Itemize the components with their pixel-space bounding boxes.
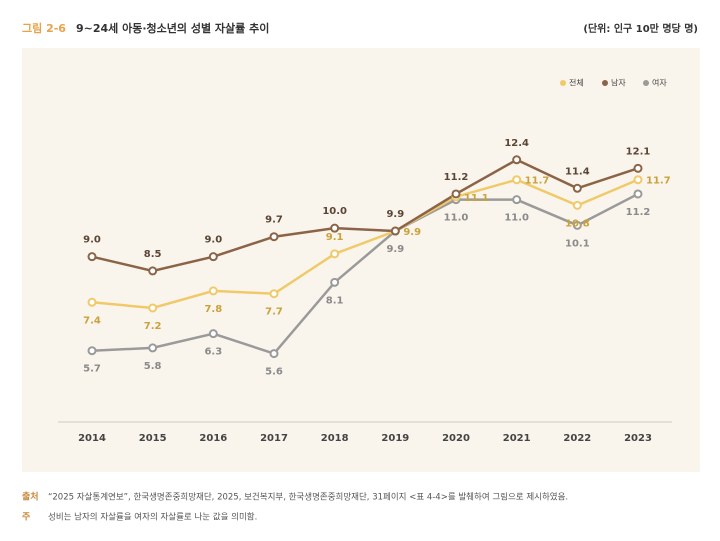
data-label: 5.6 xyxy=(265,367,283,378)
data-label: 7.8 xyxy=(204,304,222,315)
unit-label: (단위: 인구 10만 명당 명) xyxy=(583,22,698,35)
data-point xyxy=(208,286,218,296)
legend-marker xyxy=(643,80,649,86)
series-line xyxy=(91,178,639,310)
data-point xyxy=(512,195,522,205)
series-line xyxy=(91,192,639,356)
legend-label: 전체 xyxy=(569,78,584,88)
data-label: 11.4 xyxy=(565,166,590,177)
note-key: 주 xyxy=(22,512,30,523)
data-point xyxy=(208,252,218,262)
series-line xyxy=(91,158,639,273)
data-point xyxy=(148,266,158,276)
x-tick-label: 2019 xyxy=(381,433,409,444)
legend-marker xyxy=(560,80,566,86)
data-label: 9.7 xyxy=(265,215,283,226)
x-tick-label: 2018 xyxy=(321,433,349,444)
x-tick-label: 2017 xyxy=(260,433,288,444)
data-label: 5.8 xyxy=(144,361,162,372)
x-tick-label: 2022 xyxy=(563,433,591,444)
data-point xyxy=(87,252,97,262)
legend-label: 남자 xyxy=(611,79,626,88)
data-point xyxy=(269,289,279,299)
data-point xyxy=(269,349,279,359)
data-label: 9.1 xyxy=(326,232,344,243)
data-label: 8.1 xyxy=(326,295,344,306)
data-point xyxy=(148,343,158,353)
data-label: 7.4 xyxy=(83,315,101,326)
legend-label: 여자 xyxy=(652,78,667,88)
x-tick-label: 2014 xyxy=(78,433,106,444)
figure-label: 그림 2-6 xyxy=(22,22,66,35)
data-point xyxy=(572,183,582,193)
data-label: 7.7 xyxy=(265,307,283,318)
data-label: 11.2 xyxy=(444,172,469,183)
data-point xyxy=(512,155,522,165)
data-label: 9.9 xyxy=(403,227,421,238)
data-label: 9.0 xyxy=(204,235,222,246)
data-point xyxy=(633,163,643,173)
data-point xyxy=(512,175,522,185)
data-point xyxy=(87,346,97,356)
data-point xyxy=(451,189,461,199)
chart-title: 9~24세 아동·청소년의 성별 자살률 추이 xyxy=(76,21,269,35)
data-label: 6.3 xyxy=(204,347,222,358)
data-point xyxy=(633,189,643,199)
data-label: 7.2 xyxy=(144,321,162,332)
data-point xyxy=(269,232,279,242)
x-tick-label: 2020 xyxy=(442,433,470,444)
data-point xyxy=(330,277,340,287)
data-point xyxy=(390,226,400,236)
data-label: 12.4 xyxy=(504,138,529,149)
data-point xyxy=(572,200,582,210)
data-point xyxy=(87,297,97,307)
data-label: 9.0 xyxy=(83,235,101,246)
data-label: 10.8 xyxy=(565,218,590,229)
data-label: 5.7 xyxy=(83,364,101,375)
note-key: 출처 xyxy=(22,491,39,503)
data-label: 11.1 xyxy=(464,193,489,204)
data-label: 9.9 xyxy=(386,244,404,255)
data-label: 9.9 xyxy=(386,209,404,220)
data-point xyxy=(148,303,158,313)
data-point xyxy=(330,249,340,259)
data-point xyxy=(633,175,643,185)
x-tick-label: 2023 xyxy=(624,433,652,444)
data-label: 11.2 xyxy=(626,207,651,218)
legend-marker xyxy=(602,80,608,86)
data-point xyxy=(572,220,582,230)
data-label: 11.0 xyxy=(504,213,529,224)
data-label: 11.0 xyxy=(444,213,469,224)
x-tick-label: 2016 xyxy=(199,433,227,444)
note-text: 성비는 남자의 자살률을 여자의 자살률로 나눈 값을 의미함. xyxy=(48,512,257,523)
data-point xyxy=(208,329,218,339)
data-label: 10.0 xyxy=(322,206,347,217)
data-label: 11.7 xyxy=(646,176,671,187)
data-label: 8.5 xyxy=(144,249,162,260)
x-tick-label: 2015 xyxy=(139,433,167,444)
data-point xyxy=(330,223,340,233)
data-label: 12.1 xyxy=(626,146,651,157)
x-tick-label: 2021 xyxy=(503,433,531,444)
data-label: 10.1 xyxy=(565,238,590,249)
data-label: 11.7 xyxy=(525,176,550,187)
note-text: “2025 자살통계연보”, 한국생명존중희망재단, 2025, 보건복지부, … xyxy=(48,492,568,503)
